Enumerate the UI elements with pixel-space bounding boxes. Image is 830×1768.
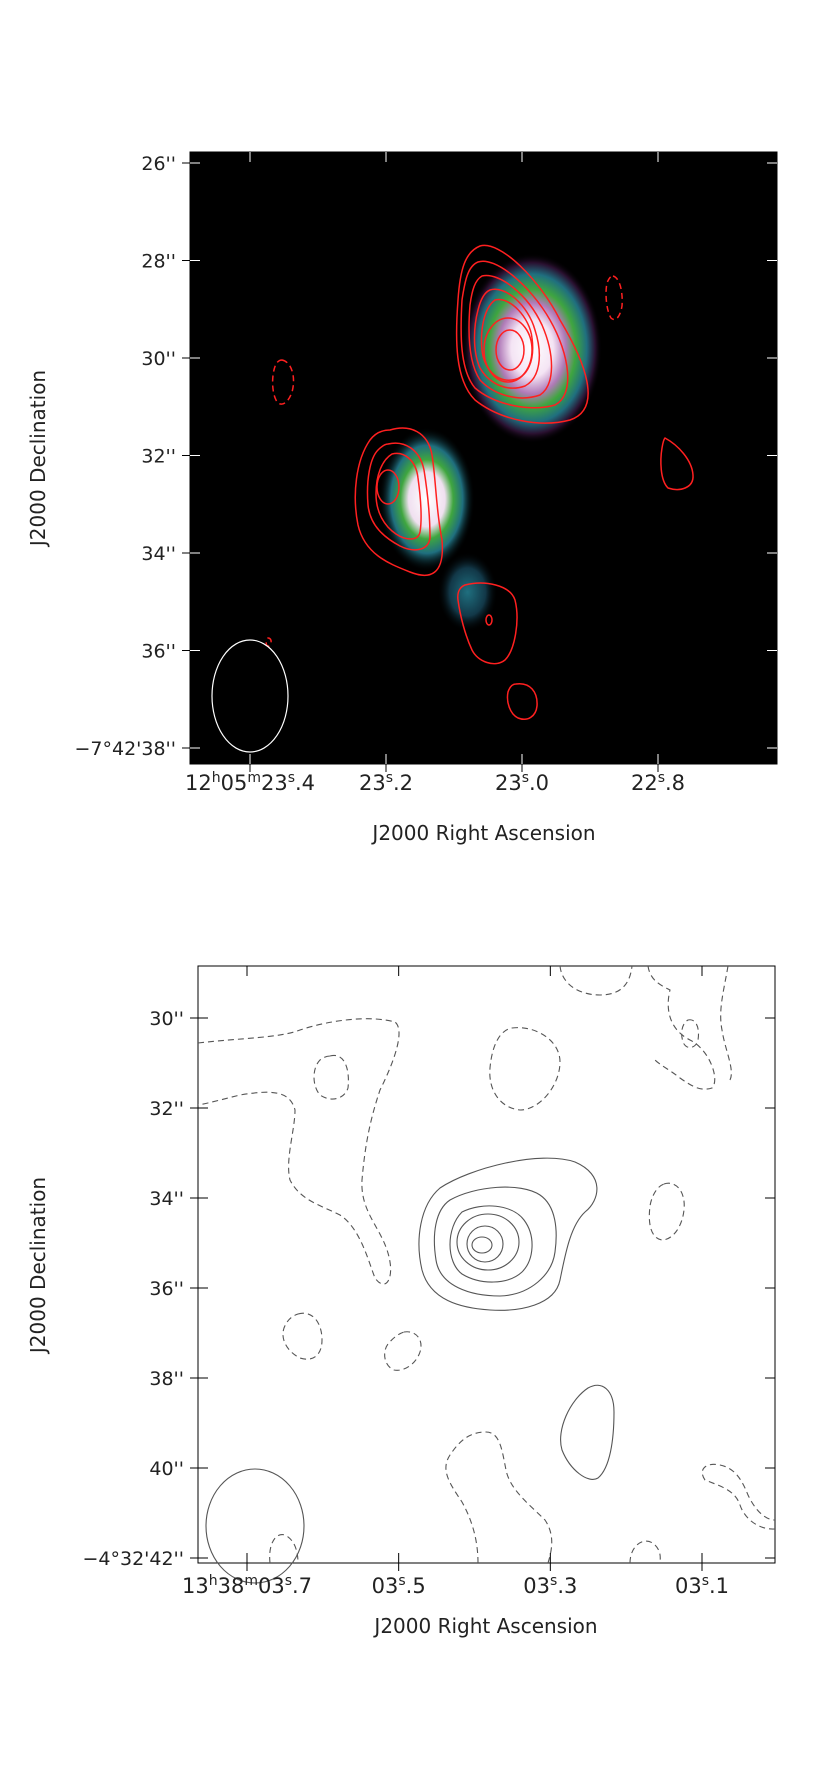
- x-axis-label: J2000 Right Ascension: [370, 821, 595, 845]
- x-tick-labels: 13h38m03s.7 03s.5 03s.3 03s.1: [182, 1573, 729, 1598]
- x-axis-label: J2000 Right Ascension: [372, 1614, 597, 1638]
- contour-line: [457, 582, 518, 665]
- x-tick-labels: 12h05m23s.4 23s.2 23s.0 22s.8: [185, 770, 685, 795]
- x-tick-label: 12h05m23s.4: [185, 770, 315, 795]
- contour-line-negative: [629, 1540, 661, 1564]
- contour-line: [456, 1213, 520, 1271]
- y-axis-label: J2000 Declination: [26, 370, 50, 548]
- contour-line: [418, 1157, 598, 1311]
- contour-line-negative: [559, 965, 633, 996]
- contour-line: [506, 683, 538, 720]
- y-tick-label: 36'': [149, 1278, 184, 1300]
- y-tick-labels: 30'' 32'' 34'' 36'' 38'' 40'' −4°32'42'': [82, 1008, 184, 1570]
- contour-line: [480, 298, 534, 381]
- contour-line: [376, 469, 400, 505]
- contour-line: [471, 1236, 493, 1254]
- contour-line-negative: [269, 1534, 299, 1564]
- contour-line-negative: [720, 965, 732, 1081]
- y-tick-label: 38'': [149, 1368, 184, 1390]
- emission-source: [378, 427, 475, 572]
- y-tick-label: 32'': [141, 446, 176, 468]
- contour-line: [375, 452, 422, 540]
- contour-line-negative: [701, 1463, 776, 1530]
- y-tick-label: 30'': [149, 1008, 184, 1030]
- contour-line: [483, 317, 533, 383]
- contour-line: [354, 427, 444, 576]
- x-tick-label: 23s.0: [495, 770, 549, 795]
- contour-line: [460, 260, 569, 409]
- tick-marks: [190, 966, 775, 1571]
- y-tick-label: 32'': [149, 1098, 184, 1120]
- contour-line: [466, 1225, 504, 1263]
- contour-line: [455, 244, 589, 424]
- contour-set: [265, 244, 694, 720]
- tick-marks: [182, 152, 777, 772]
- contour-line: [366, 442, 431, 551]
- y-tick-label: 26'': [141, 153, 176, 175]
- contour-line: [468, 274, 553, 399]
- contour-line: [449, 1205, 533, 1283]
- y-tick-label: 30'': [141, 348, 176, 370]
- contour-line-negative: [489, 1027, 561, 1111]
- contour-line-negative: [648, 1182, 685, 1241]
- y-tick-label: 34'': [149, 1188, 184, 1210]
- y-axis-label: J2000 Declination: [26, 1177, 50, 1355]
- contour-line-negative: [647, 965, 716, 1090]
- contour-line-negative: [271, 359, 295, 405]
- plot-frame: [189, 151, 778, 765]
- x-tick-label: 23s.2: [359, 770, 413, 795]
- y-tick-label: 40'': [149, 1458, 184, 1480]
- plot-frame: [197, 965, 776, 1564]
- contour-line: [205, 1468, 305, 1584]
- image-background: [190, 152, 777, 764]
- contour-line: [433, 1186, 557, 1297]
- emission-source: [437, 552, 498, 632]
- x-tick-label: 03s.1: [675, 1573, 729, 1598]
- contour-line: [485, 614, 493, 626]
- y-tick-label: −7°42'38'': [74, 738, 176, 760]
- y-tick-label: 36'': [141, 641, 176, 663]
- contour-line-negative: [681, 1019, 700, 1049]
- contour-line-negative: [605, 275, 623, 321]
- y-tick-labels: 26'' 28'' 30'' 32'' 34'' 36'' −7°42'38'': [74, 153, 176, 760]
- x-tick-label: 22s.8: [631, 770, 685, 795]
- contour-line: [660, 437, 694, 491]
- contour-line: [473, 288, 541, 389]
- contour-line-negative: [265, 637, 272, 647]
- y-tick-label: 34'': [141, 543, 176, 565]
- y-tick-label: 28'': [141, 251, 176, 273]
- bottom-panel: 30'' 32'' 34'' 36'' 38'' 40'' −4°32'42'' 13h38…: [26, 965, 776, 1638]
- contour-line-negative: [445, 1431, 553, 1564]
- contour-line: [495, 329, 525, 371]
- contour-set: [197, 965, 776, 1584]
- y-tick-label: −4°32'42'': [82, 1548, 184, 1570]
- contour-line: [560, 1384, 615, 1480]
- top-panel: 26'' 28'' 30'' 32'' 34'' 36'' −7°42'38'' 12h05…: [26, 151, 778, 845]
- x-tick-label: 03s.3: [523, 1573, 577, 1598]
- x-tick-label: 13h38m03s.7: [182, 1573, 312, 1598]
- contour-line-negative: [384, 1331, 422, 1371]
- beam-ellipse: [211, 639, 289, 753]
- contour-line-negative: [197, 1018, 400, 1285]
- x-tick-label: 03s.5: [372, 1573, 426, 1598]
